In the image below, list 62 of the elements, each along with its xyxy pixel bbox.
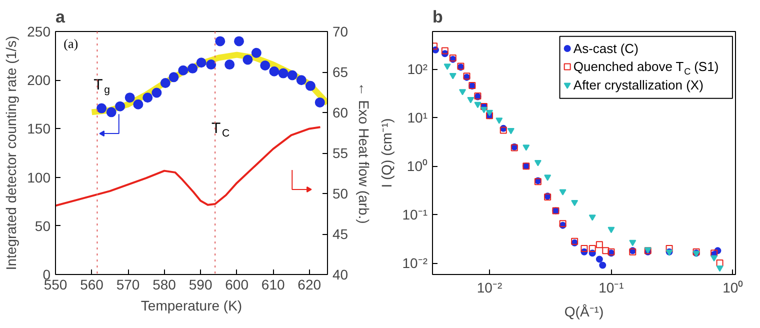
point xyxy=(168,72,179,82)
x-tick-label: 600 xyxy=(225,276,249,292)
point xyxy=(206,60,216,70)
y-tick-label: 50 xyxy=(34,218,51,234)
y2-tick-label: 55 xyxy=(332,145,348,161)
point xyxy=(215,36,226,46)
legend-label: As-cast (C) xyxy=(573,41,638,56)
point xyxy=(278,68,288,78)
x-tick-label: 570 xyxy=(116,276,140,292)
y-tick-label: 150 xyxy=(27,120,51,137)
y-tick-label: 10⁰ xyxy=(406,158,428,174)
x-tick-label: 560 xyxy=(80,276,104,292)
x-axis-title: Temperature (K) xyxy=(140,298,242,314)
legend-label: After crystallization (X) xyxy=(573,77,704,92)
y2-tick-label: 50 xyxy=(332,186,348,202)
point xyxy=(242,54,253,65)
y2-axis-title: ← Exo Heat flow (arb.) xyxy=(356,82,372,224)
y-tick-label: 10⁻² xyxy=(402,255,428,272)
y-axis-title: I (Q) (cm⁻¹) xyxy=(378,118,394,188)
chart-title: a xyxy=(56,8,66,26)
x-axis-title: Q(Å⁻¹) xyxy=(564,304,604,320)
x-tick-label: 10⁻¹ xyxy=(598,280,624,296)
y-axis-title: Integrated detector counting rate (1/s) xyxy=(3,36,20,270)
y-tick-label: 100 xyxy=(27,169,51,186)
point xyxy=(296,75,306,86)
point xyxy=(133,99,144,110)
chart-title: b xyxy=(432,8,443,26)
point xyxy=(260,60,270,71)
point xyxy=(251,48,262,58)
x-tick-label: 10⁰ xyxy=(722,280,744,296)
point xyxy=(124,92,135,103)
point xyxy=(224,60,235,70)
point xyxy=(269,66,280,76)
y2-tick-label: 60 xyxy=(332,104,348,120)
y2-tick-label: 70 xyxy=(332,24,348,40)
point xyxy=(196,58,206,68)
point xyxy=(234,36,244,46)
x-tick-label: 620 xyxy=(298,276,322,292)
y2-tick-label: 40 xyxy=(332,266,348,282)
x-tick-label: 580 xyxy=(152,276,176,292)
y-tick-label: 10² xyxy=(407,61,428,78)
x-tick-label: 590 xyxy=(188,276,212,292)
point xyxy=(142,92,153,103)
point xyxy=(160,78,170,88)
y2-tick-label: 45 xyxy=(332,226,348,242)
point xyxy=(305,80,316,91)
point xyxy=(287,70,298,80)
y-tick-label: 10⁻¹ xyxy=(402,206,428,223)
x-tick-label: 10⁻² xyxy=(476,280,502,296)
y-tick-label: 200 xyxy=(27,72,51,88)
point xyxy=(115,101,126,112)
point xyxy=(96,103,107,114)
point xyxy=(188,63,198,74)
point xyxy=(106,107,116,118)
x-tick-label: 610 xyxy=(261,276,285,292)
annotation: (a) xyxy=(64,36,78,52)
y-tick-label: 250 xyxy=(27,24,51,40)
point xyxy=(152,88,162,98)
point xyxy=(314,97,325,108)
point xyxy=(178,65,188,76)
y-tick-label: 10¹ xyxy=(407,110,428,126)
y2-tick-label: 65 xyxy=(332,64,348,80)
